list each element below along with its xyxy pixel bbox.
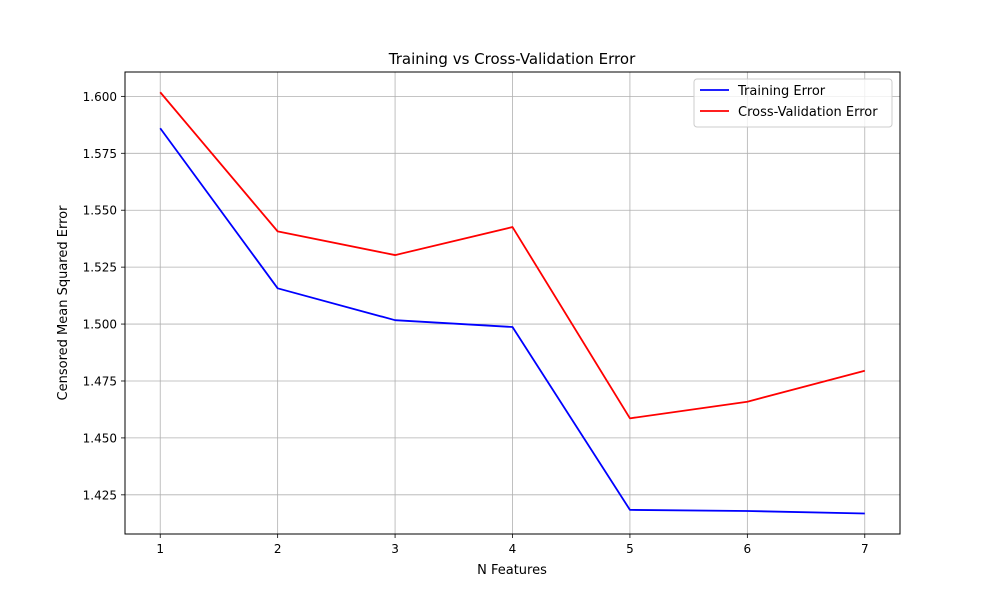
y-tick-label: 1.475: [83, 374, 117, 388]
y-tick-label: 1.600: [83, 90, 117, 104]
legend-label-training-error: Training Error: [737, 84, 826, 99]
y-tick-label: 1.525: [83, 261, 117, 275]
chart-title: Training vs Cross-Validation Error: [388, 50, 636, 68]
x-tick-label: 2: [274, 542, 282, 556]
x-tick-label: 1: [156, 542, 164, 556]
legend-label-cross-validation-error: Cross-Validation Error: [738, 105, 878, 120]
y-tick-label: 1.425: [83, 488, 117, 502]
y-tick-label: 1.450: [83, 431, 117, 445]
axis-ticks: 1 2 3 4 5 6 7 1.425 1.450 1.475 1.500 1.525 1.550 1.5…: [83, 90, 869, 556]
series-line-cross-validation-error: [159, 91, 866, 420]
x-tick-label: 5: [626, 542, 634, 556]
series-line-training-error: [159, 127, 865, 515]
grid: [125, 72, 900, 534]
x-tick-label: 4: [509, 542, 517, 556]
y-tick-label: 1.550: [83, 204, 117, 218]
y-axis-label: Censored Mean Squared Error: [56, 205, 71, 401]
plot-area-frame: [124, 71, 901, 535]
x-tick-label: 3: [391, 542, 399, 556]
legend-box: [693, 78, 893, 128]
x-tick-label: 6: [744, 542, 752, 556]
x-axis-label: N Features: [477, 563, 547, 578]
y-tick-label: 1.575: [83, 147, 117, 161]
y-tick-label: 1.500: [83, 318, 117, 332]
series-lines: [159, 91, 866, 515]
legend: Training Error Cross-Validation Error: [693, 78, 893, 128]
x-tick-label: 7: [861, 542, 869, 556]
